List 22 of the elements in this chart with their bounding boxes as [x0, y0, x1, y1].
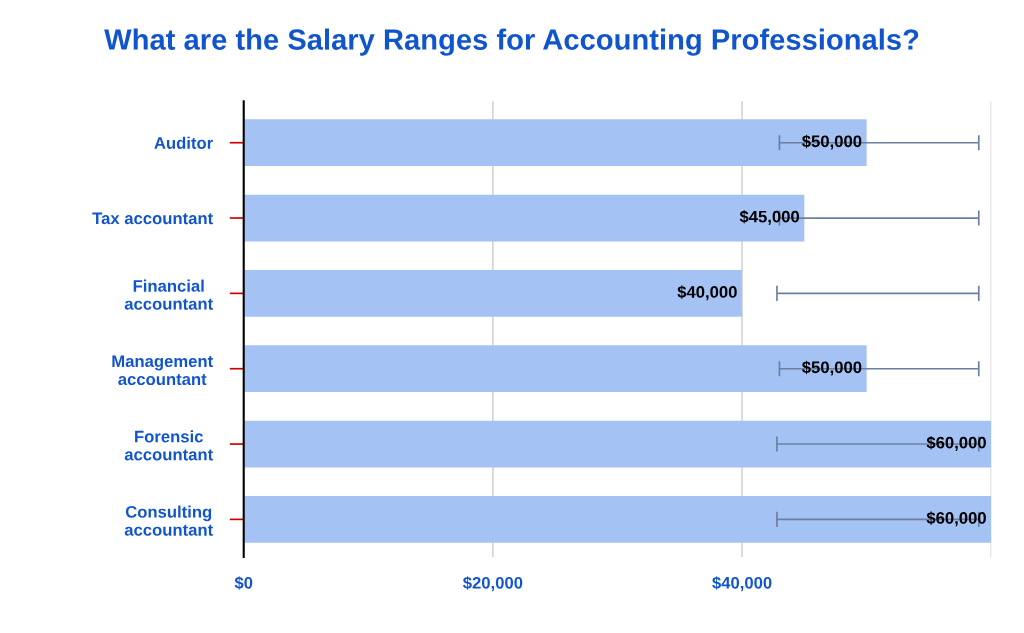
data-label: $40,000 [677, 285, 737, 301]
data-label: $50,000 [801, 134, 862, 150]
bar [243, 496, 992, 543]
y-tick-label: Tax accountant [92, 212, 213, 225]
y-tick-label: Management accountant [112, 355, 213, 386]
chart-title: What are the Salary Ranges for Accounting Professionals? [104, 28, 919, 56]
bar [243, 270, 743, 317]
y-tick-label: Forensic accountant [124, 430, 213, 461]
bar [243, 119, 867, 167]
y-tick-label: Consulting accountant [124, 505, 213, 536]
bar [243, 420, 992, 468]
y-tick-label: Auditor [154, 136, 213, 149]
bar [243, 345, 867, 393]
x-tick-label: $20,000 [462, 576, 523, 592]
x-tick-label: $0 [234, 576, 253, 590]
data-label: $60,000 [926, 511, 986, 527]
x-tick-label: $40,000 [712, 576, 772, 592]
data-label: $60,000 [926, 435, 986, 451]
data-label: $50,000 [801, 360, 862, 376]
y-tick-label: Financial accountant [124, 279, 213, 310]
data-label: $45,000 [739, 209, 800, 225]
bar [243, 194, 805, 242]
